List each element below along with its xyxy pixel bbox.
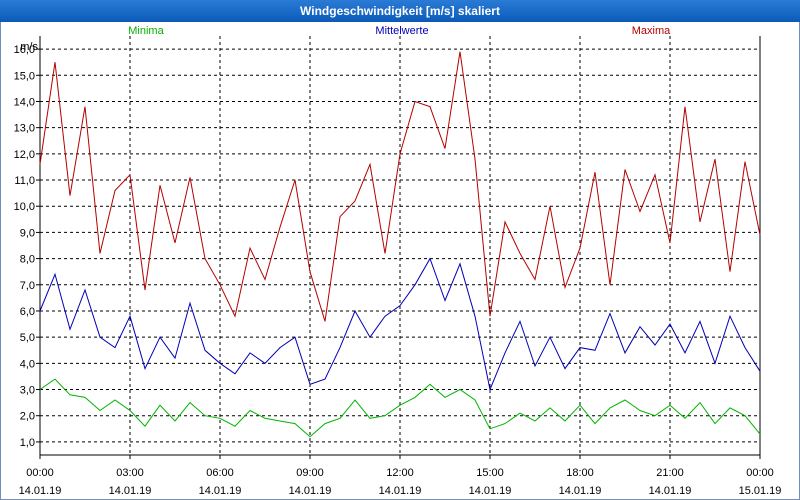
x-tick-label-time: 18:00	[566, 467, 594, 479]
x-tick-label-time: 15:00	[476, 467, 504, 479]
y-tick-label: 13,0	[14, 123, 35, 135]
chart-grid	[40, 36, 760, 455]
x-tick-label-time: 06:00	[206, 467, 234, 479]
y-axis-label: m/s	[20, 41, 38, 53]
x-tick-label-date: 14.01.19	[289, 485, 332, 497]
legend-entry-maxima: Maxima	[632, 25, 671, 37]
y-tick-label: 4,0	[20, 358, 35, 370]
y-tick-label: 6,0	[20, 306, 35, 318]
x-tick-label-date: 14.01.19	[19, 485, 62, 497]
series-line-maxima	[39, 51, 761, 322]
x-tick-label-time: 21:00	[656, 467, 684, 479]
x-tick-label-date: 15.01.19	[739, 485, 782, 497]
x-tick-label-date: 14.01.19	[379, 485, 422, 497]
y-tick-label: 7,0	[20, 280, 35, 292]
legend-entry-mittelwerte: Mittelwerte	[375, 25, 428, 37]
y-tick-label: 15,0	[14, 70, 35, 82]
chart-labels: 1,0 2,0 3,0 4,0 5,0 6,0 7,0 8,0 9,0 10,0 11,0 12,0 1…	[14, 25, 782, 497]
y-tick-label: 11,0	[14, 175, 35, 187]
legend-entry-minima: Minima	[128, 25, 164, 37]
y-tick-label: 5,0	[20, 332, 35, 344]
x-tick-label-time: 00:00	[746, 467, 774, 479]
y-tick-label: 1,0	[20, 437, 35, 449]
x-tick-label-time: 00:00	[26, 467, 54, 479]
x-tick-label-date: 14.01.19	[199, 485, 242, 497]
chart-title: Windgeschwindigkeit [m/s] skaliert	[0, 0, 800, 22]
chart-axes	[36, 36, 761, 459]
x-tick-label-date: 14.01.19	[469, 485, 512, 497]
y-tick-label: 16,0	[14, 44, 35, 56]
x-tick-label-date: 14.01.19	[649, 485, 692, 497]
series-line-minima	[39, 378, 761, 438]
y-tick-label: 8,0	[20, 254, 35, 266]
x-tick-label-time: 03:00	[116, 467, 144, 479]
y-tick-label: 2,0	[20, 411, 35, 423]
y-tick-label: 9,0	[20, 227, 35, 239]
y-tick-label: 3,0	[20, 385, 35, 397]
x-tick-label-date: 14.01.19	[559, 485, 602, 497]
x-tick-label-date: 14.01.19	[109, 485, 152, 497]
chart-series	[39, 51, 761, 438]
x-tick-label-time: 09:00	[296, 467, 324, 479]
y-tick-label: 10,0	[14, 201, 35, 213]
y-tick-label: 14,0	[14, 96, 35, 108]
x-tick-label-time: 12:00	[386, 467, 414, 479]
series-line-mittelwerte	[39, 257, 761, 392]
y-tick-label: 12,0	[14, 149, 35, 161]
